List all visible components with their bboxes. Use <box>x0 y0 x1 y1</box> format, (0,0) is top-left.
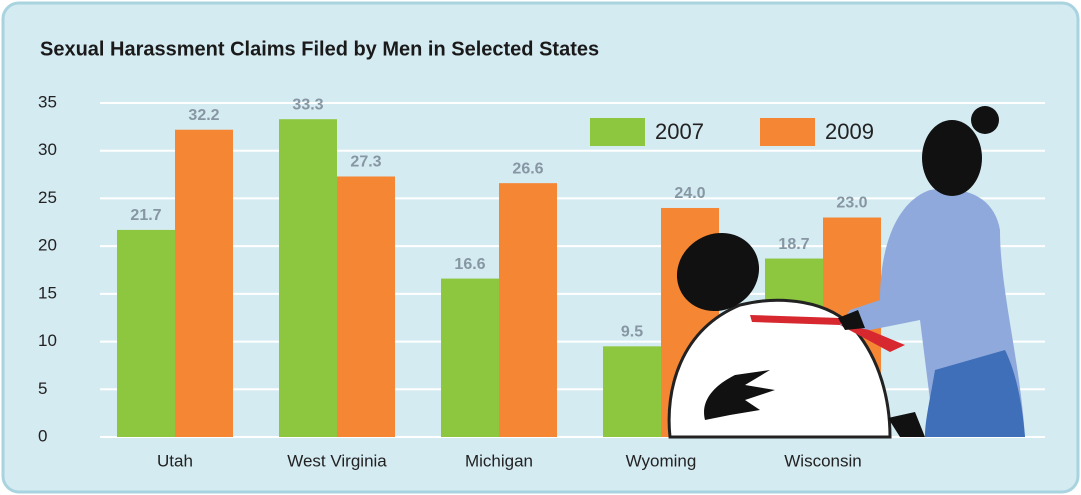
woman-skirt <box>925 350 1025 437</box>
value-label: 27.3 <box>350 154 381 171</box>
x-tick-label: Utah <box>157 451 193 470</box>
value-label: 33.3 <box>292 96 323 113</box>
legend-label: 2007 <box>655 119 704 144</box>
value-label: 18.7 <box>778 236 809 253</box>
y-tick-label: 30 <box>38 140 57 159</box>
illustration <box>667 106 1025 439</box>
woman-head <box>922 120 982 196</box>
y-tick-label: 35 <box>38 92 57 111</box>
y-tick-label: 15 <box>38 283 57 302</box>
value-label: 24.0 <box>674 185 705 202</box>
y-tick-label: 10 <box>38 331 57 350</box>
value-label: 23.0 <box>836 195 867 212</box>
bar <box>279 119 337 438</box>
y-tick-label: 25 <box>38 188 57 207</box>
man-hand <box>704 370 775 420</box>
y-tick-label: 5 <box>38 379 47 398</box>
value-label: 32.2 <box>188 107 219 124</box>
legend-swatch <box>760 118 815 146</box>
bar <box>603 346 661 437</box>
value-label: 9.5 <box>621 324 643 341</box>
x-tick-label: Wyoming <box>626 451 697 470</box>
legend-swatch <box>590 118 645 146</box>
x-tick-label: West Virginia <box>287 451 387 470</box>
tie <box>750 315 905 352</box>
man-head <box>676 232 760 312</box>
value-label: 16.6 <box>454 256 485 273</box>
y-tick-label: 20 <box>38 236 57 255</box>
bar <box>441 278 499 437</box>
legend: 2007 2009 <box>590 118 874 146</box>
value-label: 21.7 <box>130 207 161 224</box>
bar <box>337 176 395 438</box>
x-tick-label: Michigan <box>465 451 533 470</box>
legend-label: 2009 <box>825 119 874 144</box>
bar <box>499 183 557 437</box>
woman-hair <box>971 106 999 134</box>
bar <box>175 129 233 437</box>
x-tick-label: Wisconsin <box>784 451 861 470</box>
value-label: 26.6 <box>512 160 543 177</box>
man-hand2 <box>888 412 925 437</box>
y-tick-label: 0 <box>38 426 47 445</box>
woman-hand <box>838 310 865 330</box>
bar <box>117 229 175 437</box>
chart-title: Sexual Harassment Claims Filed by Men in… <box>40 38 599 60</box>
